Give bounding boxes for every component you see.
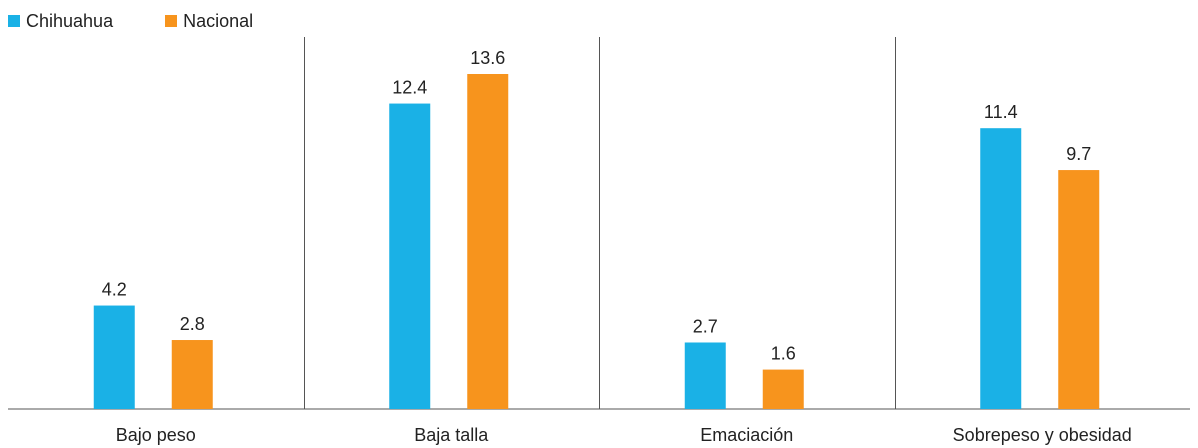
x-tick-label: Sobrepeso y obesidad bbox=[953, 425, 1132, 445]
legend-swatch-chihuahua bbox=[8, 15, 20, 27]
bar-chihuahua bbox=[980, 128, 1022, 410]
value-label-chihuahua: 11.4 bbox=[984, 102, 1018, 122]
bar-chihuahua bbox=[389, 103, 431, 409]
bar-nacional bbox=[171, 340, 213, 409]
value-label-nacional: 9.7 bbox=[1066, 144, 1091, 164]
legend-swatch-nacional bbox=[165, 15, 178, 27]
x-tick-label: Bajo peso bbox=[116, 425, 196, 445]
value-label-chihuahua: 2.7 bbox=[693, 316, 718, 336]
legend: Chihuahua Nacional bbox=[8, 10, 253, 32]
value-label-chihuahua: 12.4 bbox=[392, 78, 427, 98]
bar-chihuahua bbox=[93, 305, 135, 409]
bar-nacional bbox=[762, 369, 804, 409]
legend-label-chihuahua: Chihuahua bbox=[26, 11, 114, 31]
legend-item-nacional: Nacional bbox=[165, 10, 253, 32]
x-tick-label: Emaciación bbox=[700, 425, 793, 445]
value-label-chihuahua: 4.2 bbox=[102, 280, 127, 300]
legend-item-chihuahua: Chihuahua bbox=[8, 10, 113, 32]
value-label-nacional: 13.6 bbox=[470, 48, 505, 68]
value-label-nacional: 1.6 bbox=[771, 344, 796, 364]
bar-nacional bbox=[1058, 170, 1100, 409]
bar-chihuahua bbox=[684, 342, 726, 409]
x-tick-label: Baja talla bbox=[414, 425, 489, 445]
bar-nacional bbox=[467, 74, 509, 409]
legend-label-nacional: Nacional bbox=[183, 11, 254, 31]
value-label-nacional: 2.8 bbox=[180, 314, 205, 334]
